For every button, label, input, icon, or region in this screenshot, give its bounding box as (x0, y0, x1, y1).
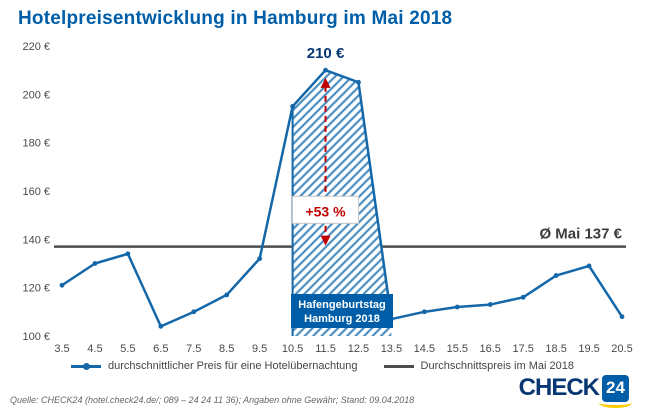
x-tick-label: 14.5 (414, 343, 435, 355)
logo-24-box: 24 (599, 374, 632, 408)
x-tick-label: 9.5 (252, 343, 267, 355)
data-point (454, 304, 460, 310)
x-tick-label: 20.5 (611, 343, 632, 355)
price-line-sample (71, 362, 102, 370)
data-point (125, 251, 131, 257)
source-note: Quelle: CHECK24 (hotel.check24.de/; 089 … (10, 395, 415, 405)
x-tick-label: 18.5 (545, 343, 566, 355)
legend-item-average-price: Durchschnittspreis im Mai 2018 (383, 360, 574, 372)
legend-label-average-price: Durchschnittspreis im Mai 2018 (420, 360, 574, 372)
data-point (158, 323, 164, 329)
x-tick-label: 5.5 (120, 343, 135, 355)
data-point (290, 104, 295, 109)
data-point (257, 256, 263, 262)
x-tick-label: 4.5 (87, 343, 102, 355)
legend-label-hotel-price: durchschnittlicher Preis für eine Hotelü… (108, 360, 358, 372)
data-point (224, 292, 230, 298)
legend-item-hotel-price: durchschnittlicher Preis für eine Hotelü… (71, 360, 358, 372)
data-point (59, 282, 65, 288)
x-tick-label: 7.5 (186, 343, 201, 355)
price-point-icon (83, 362, 91, 370)
event-label-line2: Hamburg 2018 (304, 313, 380, 325)
logo-swoosh-icon (599, 398, 632, 408)
chart-title: Hotelpreisentwicklung in Hamburg im Mai … (18, 8, 453, 29)
x-tick-label: 13.5 (381, 343, 402, 355)
x-tick-label: 6.5 (153, 343, 168, 355)
data-point (520, 294, 526, 300)
y-tick-label: 120 € (22, 283, 50, 295)
price-line (61, 68, 624, 328)
logo-number: 24 (606, 378, 625, 397)
event-label-line1: Hafengeburtstag (298, 299, 385, 311)
data-point (191, 309, 197, 315)
average-line-sample (383, 364, 414, 368)
y-tick-label: 180 € (22, 138, 50, 150)
average-label: Ø Mai 137 € (539, 226, 622, 243)
percent-label: +53 % (305, 203, 346, 219)
y-tick-label: 140 € (22, 234, 50, 246)
data-point (421, 309, 427, 315)
data-point (323, 67, 328, 73)
x-tick-label: 17.5 (512, 343, 533, 355)
y-tick-label: 220 € (22, 41, 50, 53)
x-tick-label: 12.5 (348, 343, 369, 355)
peak-value-label: 210 € (307, 45, 345, 62)
event-box (291, 294, 393, 328)
data-point (487, 302, 493, 307)
x-tick-label: 10.5 (282, 343, 303, 355)
y-tick-label: 160 € (22, 186, 50, 198)
check24-logo: CHECK 24 (518, 374, 632, 408)
price-chart: 220 € 200 € 180 € 160 € 140 € 120 € 100 € 3.5 4.… (22, 41, 632, 355)
data-point (586, 263, 592, 269)
x-tick-label: 19.5 (578, 343, 599, 355)
y-tick-label: 200 € (22, 89, 50, 101)
y-tick-label: 100 € (22, 331, 50, 343)
data-point (619, 314, 625, 320)
x-tick-label: 3.5 (54, 343, 69, 355)
logo-text: CHECK (518, 374, 600, 401)
x-tick-label: 16.5 (480, 343, 501, 355)
data-point (553, 273, 559, 278)
percent-box (292, 195, 360, 224)
data-point (92, 261, 98, 266)
x-tick-label: 8.5 (219, 343, 234, 355)
x-tick-label: 11.5 (315, 343, 336, 355)
legend: durchschnittlicher Preis für eine Hotelü… (0, 360, 645, 372)
data-point (356, 79, 361, 85)
x-tick-label: 15.5 (447, 343, 468, 355)
arrow-head-down-icon (320, 235, 331, 246)
arrow-head-up-icon (320, 77, 331, 88)
